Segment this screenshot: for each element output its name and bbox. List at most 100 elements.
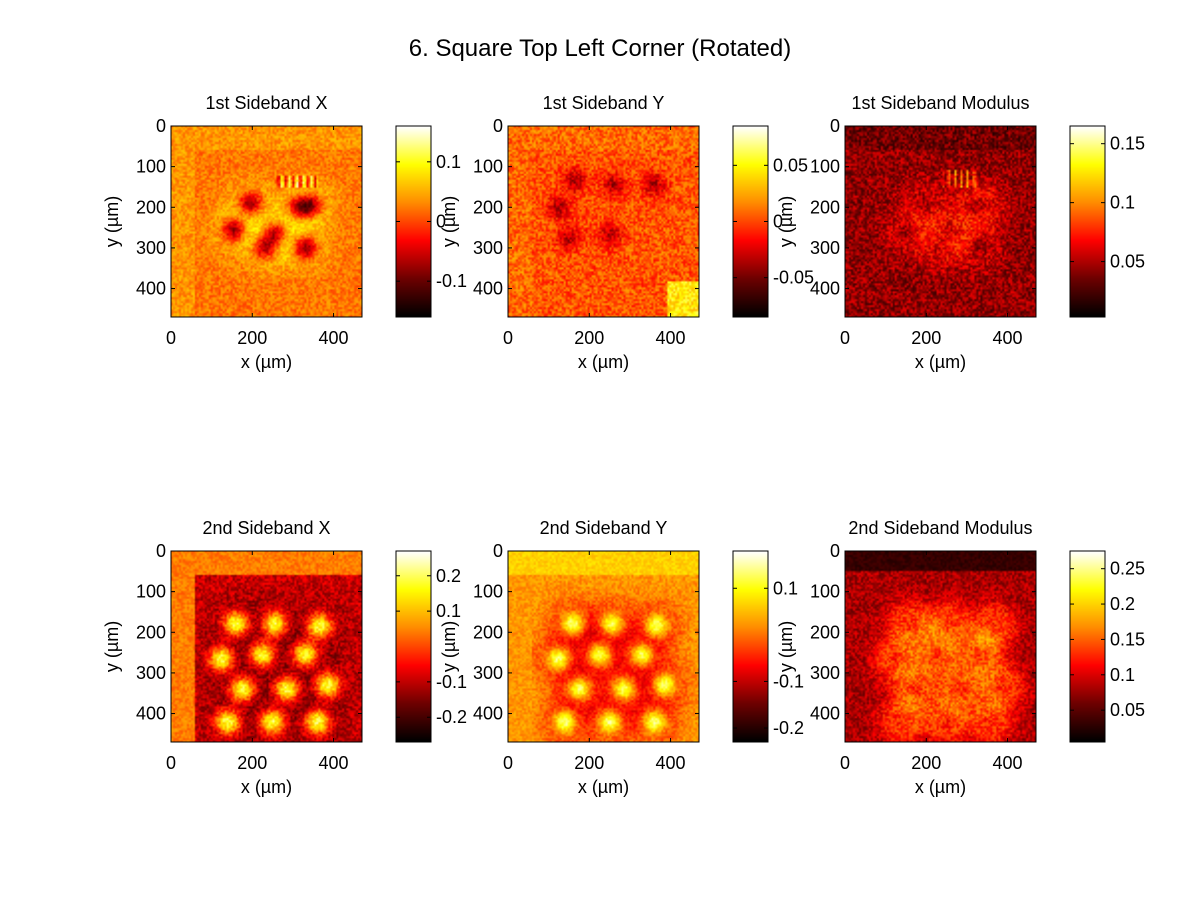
axes-frame bbox=[507, 125, 700, 318]
x-tick-label: 400 bbox=[993, 753, 1023, 773]
colorbar-tick-label: -0.1 bbox=[436, 271, 467, 291]
y-tick-label: 100 bbox=[473, 582, 503, 602]
x-tick-label: 400 bbox=[656, 753, 686, 773]
heatmap-image bbox=[508, 126, 699, 317]
heatmap-image bbox=[845, 551, 1036, 742]
y-tick-label: 0 bbox=[493, 541, 503, 561]
y-tick-label: 0 bbox=[156, 541, 166, 561]
x-axis-label: x (µm) bbox=[915, 352, 966, 372]
colorbar bbox=[396, 551, 431, 742]
colorbar-frame bbox=[1069, 550, 1106, 743]
x-axis-label: x (µm) bbox=[241, 777, 292, 797]
subplot-title: 2nd Sideband Y bbox=[540, 518, 668, 538]
y-tick-label: 0 bbox=[493, 116, 503, 136]
x-axis-label: x (µm) bbox=[915, 777, 966, 797]
colorbar-tick-label: 0.1 bbox=[436, 152, 461, 172]
colorbar bbox=[733, 551, 768, 742]
colorbar-tick-label: 0.05 bbox=[1110, 700, 1145, 720]
y-tick-label: 0 bbox=[830, 116, 840, 136]
colorbar-tick-label: -0.05 bbox=[773, 268, 814, 288]
y-tick-label: 200 bbox=[810, 197, 840, 217]
y-tick-label: 100 bbox=[810, 157, 840, 177]
y-tick-label: 300 bbox=[810, 238, 840, 258]
y-tick-label: 100 bbox=[136, 157, 166, 177]
axes-frame bbox=[170, 550, 363, 743]
x-tick-label: 200 bbox=[237, 753, 267, 773]
y-tick-label: 400 bbox=[136, 704, 166, 724]
y-tick-label: 100 bbox=[810, 582, 840, 602]
subplot-3: 1st Sideband Modulus 0 200 400 x (µm) 0 100 200… bbox=[776, 93, 1145, 372]
x-axis-label: x (µm) bbox=[578, 352, 629, 372]
x-tick-label: 400 bbox=[993, 328, 1023, 348]
subplot-6: 2nd Sideband Modulus 0 200 400 x (µm) 0 100 200… bbox=[776, 518, 1145, 797]
y-tick-label: 200 bbox=[473, 622, 503, 642]
y-tick-label: 400 bbox=[810, 279, 840, 299]
y-tick-label: 300 bbox=[810, 663, 840, 683]
x-tick-label: 400 bbox=[656, 328, 686, 348]
colorbar-tick-label: -0.1 bbox=[773, 671, 804, 691]
y-tick-label: 200 bbox=[473, 197, 503, 217]
y-tick-label: 300 bbox=[473, 238, 503, 258]
y-tick-label: 400 bbox=[473, 279, 503, 299]
colorbar-tick-label: 0.2 bbox=[1110, 594, 1135, 614]
y-tick-label: 0 bbox=[830, 541, 840, 561]
y-tick-label: 100 bbox=[136, 582, 166, 602]
y-axis-label: y (µm) bbox=[439, 196, 459, 247]
y-tick-label: 200 bbox=[136, 197, 166, 217]
x-tick-label: 200 bbox=[237, 328, 267, 348]
subplot-title: 1st Sideband X bbox=[205, 93, 327, 113]
subplot-2: 1st Sideband Y 0 200 400 x (µm) 0 100 200 300 400… bbox=[439, 93, 814, 372]
colorbar-tick-label: 0.15 bbox=[1110, 629, 1145, 649]
colorbar-tick-label: -0.2 bbox=[773, 718, 804, 738]
subplot-1: 1st Sideband X 0 200 400 x (µm) 0 100 200 300 400… bbox=[102, 93, 467, 372]
x-tick-label: 400 bbox=[319, 753, 349, 773]
colorbar-tick-label: -0.1 bbox=[436, 672, 467, 692]
heatmap-image bbox=[508, 551, 699, 742]
colorbar-tick-label: 0.1 bbox=[1110, 665, 1135, 685]
x-tick-label: 200 bbox=[911, 328, 941, 348]
y-tick-label: 0 bbox=[156, 116, 166, 136]
x-tick-label: 0 bbox=[503, 753, 513, 773]
y-tick-label: 200 bbox=[136, 622, 166, 642]
colorbar-tick-label: -0.2 bbox=[436, 707, 467, 727]
y-tick-label: 200 bbox=[810, 622, 840, 642]
x-tick-label: 200 bbox=[574, 328, 604, 348]
colorbar-tick-label: 0 bbox=[773, 212, 783, 232]
colorbar bbox=[1070, 551, 1105, 742]
axes-frame bbox=[170, 125, 363, 318]
axes-frame bbox=[844, 550, 1037, 743]
y-tick-label: 300 bbox=[136, 238, 166, 258]
colorbar-tick-label: 0.1 bbox=[436, 601, 461, 621]
x-tick-label: 0 bbox=[840, 753, 850, 773]
y-axis-label: y (µm) bbox=[102, 196, 122, 247]
heatmap-image bbox=[845, 126, 1036, 317]
subplot-title: 1st Sideband Modulus bbox=[851, 93, 1029, 113]
colorbar bbox=[1070, 126, 1105, 317]
axes-frame bbox=[844, 125, 1037, 318]
x-axis-label: x (µm) bbox=[241, 352, 292, 372]
y-axis-label: y (µm) bbox=[439, 621, 459, 672]
colorbar-frame bbox=[1069, 125, 1106, 318]
y-tick-label: 300 bbox=[473, 663, 503, 683]
x-tick-label: 0 bbox=[503, 328, 513, 348]
y-axis-label: y (µm) bbox=[776, 196, 796, 247]
y-tick-label: 400 bbox=[473, 704, 503, 724]
colorbar-tick-label: 0.2 bbox=[436, 566, 461, 586]
x-tick-label: 200 bbox=[911, 753, 941, 773]
colorbar-tick-label: 0.05 bbox=[1110, 252, 1145, 272]
y-tick-label: 400 bbox=[136, 279, 166, 299]
x-tick-label: 200 bbox=[574, 753, 604, 773]
y-axis-label: y (µm) bbox=[102, 621, 122, 672]
subplot-grid: 1st Sideband X 0 200 400 x (µm) 0 100 200 300 400… bbox=[102, 93, 1145, 797]
subplot-4: 2nd Sideband X 0 200 400 x (µm) 0 100 200 300 400… bbox=[102, 518, 467, 797]
x-tick-label: 0 bbox=[166, 328, 176, 348]
colorbar-frame bbox=[732, 550, 769, 743]
x-tick-label: 400 bbox=[319, 328, 349, 348]
colorbar-frame bbox=[395, 550, 432, 743]
colorbar-tick-label: 0.15 bbox=[1110, 134, 1145, 154]
y-tick-label: 300 bbox=[136, 663, 166, 683]
subplot-title: 2nd Sideband Modulus bbox=[848, 518, 1032, 538]
x-tick-label: 0 bbox=[840, 328, 850, 348]
y-axis-label: y (µm) bbox=[776, 621, 796, 672]
